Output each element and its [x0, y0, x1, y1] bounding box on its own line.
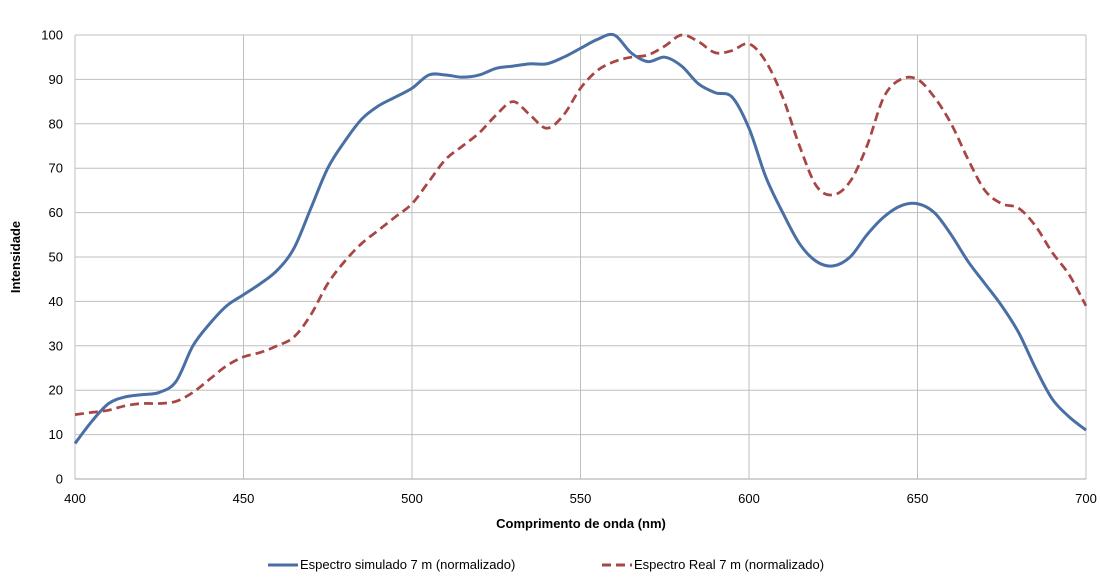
x-tick-label: 450 [233, 491, 255, 506]
tick-labels: 0 10 20 30 40 50 60 70 80 90 100 400 450 500 550 600 650… [41, 28, 1097, 507]
y-tick-label: 30 [49, 338, 63, 353]
y-tick-label: 40 [49, 294, 63, 309]
y-tick-label: 0 [56, 472, 63, 487]
y-tick-label: 100 [41, 28, 63, 43]
x-tick-label: 400 [64, 491, 86, 506]
legend: Espectro simulado 7 m (normalizado) Espec… [268, 557, 824, 572]
y-tick-label: 50 [49, 250, 63, 265]
x-tick-label: 700 [1075, 491, 1097, 506]
x-tick-label: 600 [738, 491, 760, 506]
grid [74, 34, 1087, 480]
y-tick-label: 60 [49, 205, 63, 220]
y-tick-label: 10 [49, 427, 63, 442]
series-layer [73, 32, 1088, 445]
y-tick-label: 70 [49, 161, 63, 176]
series-line-1 [74, 33, 1088, 416]
y-tick-label: 20 [49, 383, 63, 398]
x-tick-label: 650 [907, 491, 929, 506]
y-axis-title: Intensidade [8, 221, 23, 293]
legend-label-1: Espectro Real 7 m (normalizado) [634, 557, 824, 572]
series-line-0 [73, 32, 1087, 445]
legend-label-0: Espectro simulado 7 m (normalizado) [300, 557, 515, 572]
x-axis-title: Comprimento de onda (nm) [496, 516, 666, 531]
y-tick-label: 90 [49, 72, 63, 87]
y-tick-label: 80 [49, 116, 63, 131]
x-tick-label: 500 [401, 491, 423, 506]
x-tick-label: 550 [570, 491, 592, 506]
